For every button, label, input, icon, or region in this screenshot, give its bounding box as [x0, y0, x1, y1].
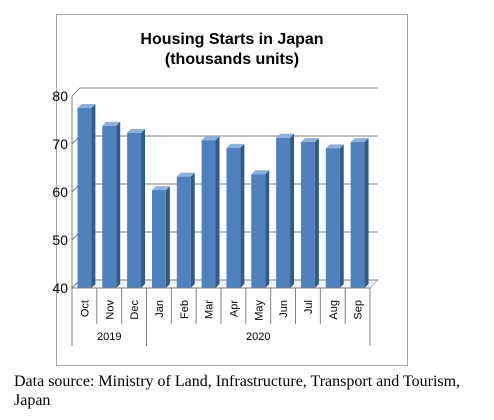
group-label-2019: 2019: [97, 331, 121, 343]
x-tick-label-May: May: [253, 300, 265, 321]
gridline-80: [71, 87, 378, 97]
y-tick-label-70: 70: [52, 136, 68, 152]
bar-top-Aug: [325, 144, 344, 149]
bar-top-Jun: [276, 133, 295, 138]
chart-title-line-1: Housing Starts in Japan: [140, 31, 323, 48]
bar-top-Jul: [300, 138, 319, 143]
y-tick-label-40: 40: [52, 280, 68, 296]
bar-top-May: [251, 170, 270, 175]
y-tick-label-80: 80: [52, 88, 68, 104]
bar-Mar: [201, 140, 216, 288]
bar-top-Sep: [350, 138, 369, 143]
bar-Jun: [276, 137, 291, 288]
bar-side-Jan: [165, 186, 170, 288]
bar-top-Feb: [176, 172, 195, 177]
bar-Sep: [350, 142, 365, 288]
data-source-note: Data source: Ministry of Land, Infrastru…: [14, 373, 461, 409]
bar-top-Oct: [77, 104, 96, 108]
bar-top-Nov: [102, 121, 121, 126]
x-tick-label-Mar: Mar: [204, 300, 216, 319]
x-tick-label-Jun: Jun: [278, 300, 290, 318]
x-tick-label-Oct: Oct: [79, 300, 91, 317]
y-tick-label-50: 50: [52, 232, 68, 248]
group-label-2020: 2020: [246, 331, 270, 343]
bar-Jan: [151, 190, 166, 288]
x-tick-label-Dec: Dec: [129, 300, 141, 320]
x-tick-label-Jul: Jul: [303, 300, 315, 314]
x-tick-label-Apr: Apr: [228, 300, 240, 317]
bar-top-Apr: [226, 143, 245, 148]
bar-side-Oct: [91, 104, 96, 288]
x-tick-label-Jan: Jan: [154, 300, 166, 318]
bar-Feb: [176, 176, 191, 288]
bar-May: [251, 174, 266, 288]
bar-Oct: [77, 108, 92, 288]
bar-Apr: [226, 147, 241, 288]
bar-side-Apr: [240, 143, 245, 288]
bar-side-Aug: [339, 144, 344, 288]
bar-side-Jun: [290, 133, 295, 288]
x-tick-label-Feb: Feb: [179, 300, 191, 319]
bar-side-Nov: [116, 121, 121, 288]
x-tick-label-Sep: Sep: [353, 300, 365, 320]
bar-top-Jan: [151, 186, 170, 191]
bar-Jul: [300, 142, 315, 288]
bar-top-Mar: [201, 136, 220, 141]
bar-Aug: [325, 148, 340, 288]
x-tick-label-Nov: Nov: [104, 300, 116, 320]
bar-side-Dec: [141, 128, 146, 288]
bar-Nov: [102, 125, 117, 288]
bar-Dec: [127, 132, 142, 288]
chart-title-line-2: (thousands units): [165, 51, 299, 68]
bar-side-Jul: [314, 138, 319, 288]
y-tick-label-60: 60: [52, 184, 68, 200]
bar-side-Mar: [215, 136, 220, 288]
x-tick-label-Aug: Aug: [328, 300, 340, 320]
housing-starts-chart: Housing Starts in Japan (thousands units…: [52, 31, 380, 346]
bar-side-May: [265, 170, 270, 288]
bar-top-Dec: [127, 128, 146, 133]
bar-side-Feb: [190, 172, 195, 288]
bar-side-Sep: [364, 138, 369, 288]
